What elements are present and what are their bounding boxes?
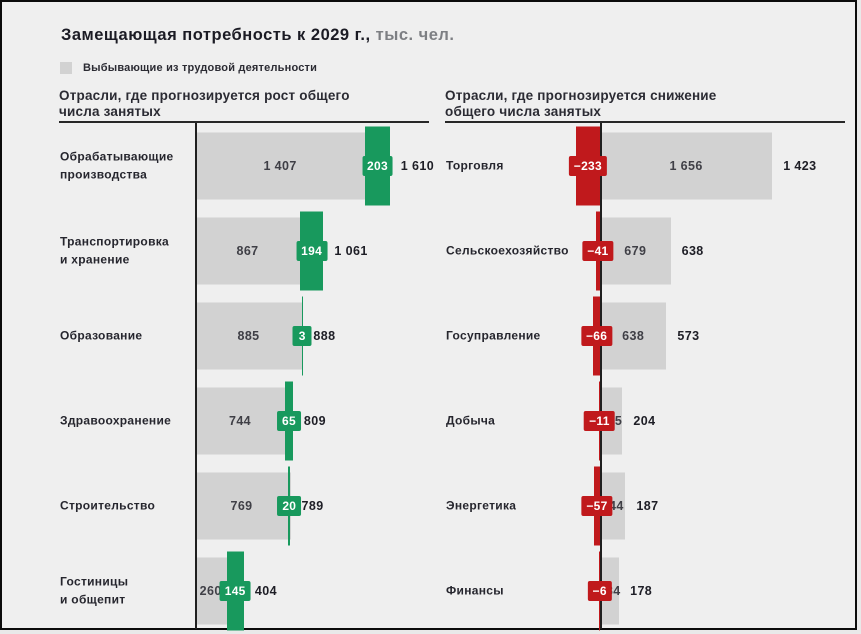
row-category-label: Торговля: [446, 158, 504, 173]
row-category-label: Обрабатывающие производства: [60, 148, 174, 182]
delta-badge: 203: [362, 155, 393, 176]
row-category-label: Транспортировка и хранение: [60, 233, 170, 267]
total-value-label: 187: [636, 498, 659, 513]
chart-row: Сельскоехозяйство −41 679 638: [445, 208, 845, 293]
total-value-label: 638: [681, 243, 704, 258]
delta-badge: −233: [568, 155, 608, 176]
chart-row: Финансы−6184178: [445, 548, 845, 633]
chart-row: Торговля −233 1 656 1 423: [445, 123, 845, 208]
decline-header-rule: [445, 121, 845, 123]
chart-row: Обрабатывающие производства 203 1 407 1 610: [59, 123, 434, 208]
base-bar: [600, 132, 773, 199]
row-category-label: Финансы: [446, 583, 504, 598]
decline-column: Отрасли, где прогнозируется снижение общ…: [445, 88, 845, 633]
base-bar: [195, 387, 293, 454]
base-value-label: 260: [199, 583, 222, 598]
row-category-label: Строительство: [60, 498, 156, 513]
row-category-label: Сельскоехозяйство: [446, 243, 569, 258]
legend-swatch-icon: [60, 62, 72, 74]
base-value-label: 769: [230, 498, 253, 513]
chart-row: Госуправление −66 638 573: [445, 293, 845, 378]
row-category-label: Здравоохранение: [60, 413, 172, 428]
delta-badge: 194: [296, 240, 328, 261]
row-category-label: Образование: [60, 328, 143, 343]
base-value-label: 744: [228, 413, 252, 428]
total-value-label: 1 610: [400, 158, 435, 173]
delta-badge: −66: [580, 325, 613, 346]
delta-badge: −41: [582, 240, 614, 261]
page-title-unit: тыс. чел.: [370, 26, 455, 44]
base-value-label: 867: [236, 243, 259, 258]
base-bar: [195, 132, 390, 199]
delta-badge: −57: [581, 495, 613, 516]
total-value-label: 178: [630, 583, 653, 598]
total-value-label: 1 061: [334, 243, 368, 258]
total-value-label: 404: [254, 583, 277, 598]
growth-column: Отрасли, где прогнозируется рост общего …: [59, 88, 434, 633]
growth-axis-line: [195, 123, 197, 629]
total-value-label: 789: [301, 498, 324, 513]
delta-badge: −6: [587, 580, 612, 601]
legend: Выбывающие из трудовой деятельности: [60, 62, 317, 74]
base-bar: [195, 472, 291, 539]
chart-row: Строительство 20 769 789: [59, 463, 429, 548]
growth-rows: Обрабатывающие производства 203 1 407 1 610…: [59, 123, 434, 633]
row-category-label: Добыча: [446, 413, 496, 428]
chart-row: Образование 3 885 888: [59, 293, 429, 378]
growth-column-header: Отрасли, где прогнозируется рост общего …: [59, 88, 350, 119]
legend-label: Выбывающие из трудовой деятельности: [83, 62, 318, 74]
row-category-label: Гостиницы и общепит: [60, 573, 129, 607]
total-value-label: 809: [303, 413, 326, 428]
page-title-text: Замещающая потребность к 2029 г.,: [61, 26, 371, 44]
base-value-label: 1 407: [263, 158, 297, 173]
page-title: Замещающая потребность к 2029 г., тыс. ч…: [61, 26, 455, 45]
base-bar: [195, 302, 303, 369]
delta-badge: 65: [277, 410, 301, 431]
diverging-bar-chart: Отрасли, где прогнозируется рост общего …: [59, 88, 845, 633]
decline-axis-line: [600, 123, 602, 629]
total-value-label: 204: [633, 413, 656, 428]
total-value-label: 888: [313, 328, 336, 343]
chart-row: Энергетика −57 244 187: [445, 463, 845, 548]
decline-column-header: Отрасли, где прогнозируется снижение общ…: [445, 88, 717, 119]
total-value-label: 1 423: [783, 158, 817, 173]
total-value-label: 573: [677, 328, 700, 343]
chart-row: Добыча−11215204: [445, 378, 845, 463]
base-value-label: 885: [237, 328, 260, 343]
decline-rows: Торговля −233 1 656 1 423 Сельскоехозяйство −…: [445, 123, 845, 633]
delta-badge: 145: [219, 580, 251, 601]
base-value-label: 679: [624, 243, 647, 258]
delta-badge: 20: [277, 495, 302, 516]
delta-badge: −11: [584, 410, 615, 431]
row-category-label: Энергетика: [446, 498, 517, 513]
row-category-label: Госуправление: [446, 328, 541, 343]
chart-row: Транспортировка и хранение 194 867 1 061: [59, 208, 429, 293]
chart-row: Гостиницы и общепит 145 260 404: [59, 548, 429, 633]
delta-badge: 3: [292, 325, 312, 346]
growth-header-rule: [59, 121, 429, 123]
base-value-label: 1 656: [669, 158, 703, 173]
chart-row: Здравоохранение 65 744 809: [59, 378, 429, 463]
base-value-label: 638: [622, 328, 645, 343]
